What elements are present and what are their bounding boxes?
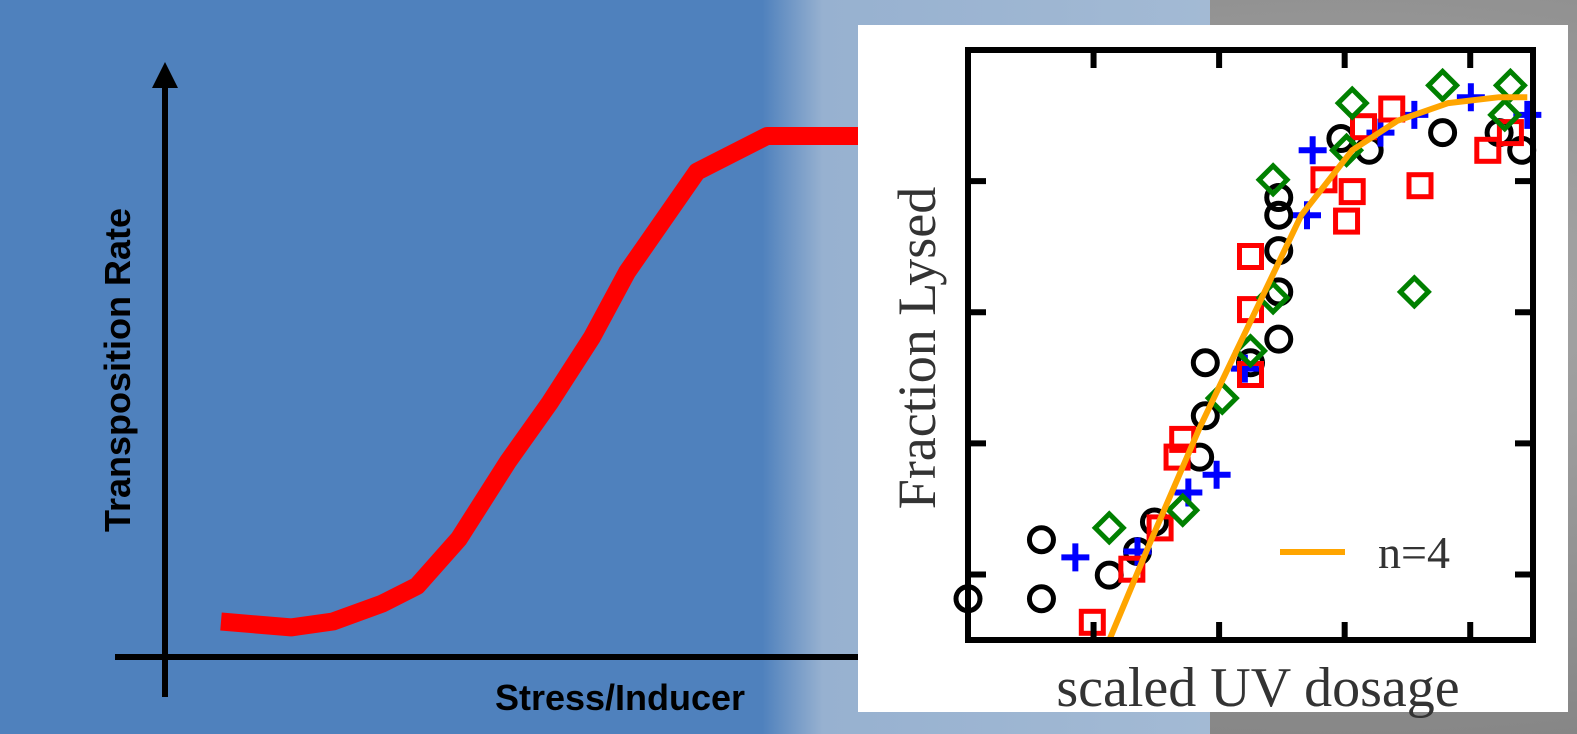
y-axis-label: Transposition Rate (97, 208, 138, 532)
legend-label: n=4 (1378, 527, 1450, 578)
x-axis-label: scaled UV dosage (1056, 657, 1459, 719)
slide: Stress/Inducer Transposition Rate Fracti… (0, 0, 1577, 734)
y-axis-label: Fraction Lysed (887, 187, 947, 509)
x-axis-label: Stress/Inducer (495, 677, 745, 718)
